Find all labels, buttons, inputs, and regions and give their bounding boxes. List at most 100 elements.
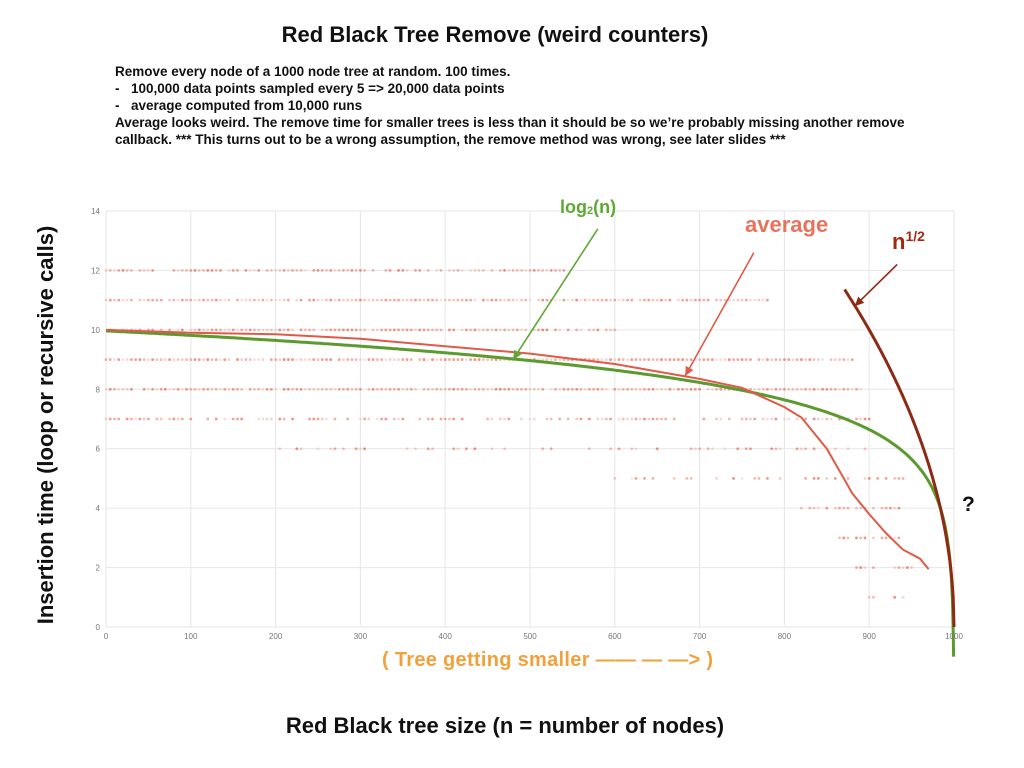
scatter-point <box>799 506 803 510</box>
scatter-point <box>121 358 125 361</box>
scatter-point <box>452 417 456 421</box>
scatter-point <box>698 358 701 361</box>
scatter-point <box>490 387 494 391</box>
sqrt-arrow-head <box>854 296 865 307</box>
scatter-point <box>816 506 820 510</box>
scatter-point <box>838 536 841 540</box>
scatter-point <box>431 447 434 451</box>
scatter-point <box>795 387 799 391</box>
scatter-point <box>337 358 341 361</box>
scatter-point <box>693 298 697 302</box>
scatter-point <box>248 328 252 332</box>
scatter-point <box>282 298 286 302</box>
annotation-arrows <box>512 228 898 377</box>
scatter-point <box>253 358 256 361</box>
scatter-point <box>460 328 464 332</box>
scatter-point <box>202 298 205 302</box>
scatter-point <box>214 298 218 302</box>
scatter-point <box>316 447 320 451</box>
scatter-point <box>142 269 146 272</box>
question-mark: ? <box>962 493 975 516</box>
scatter-point <box>702 298 706 302</box>
scatter-point <box>651 358 655 361</box>
scatter-point <box>168 328 172 332</box>
scatter-point <box>558 358 562 361</box>
scatter-point <box>651 417 655 421</box>
scatter-point <box>189 417 193 421</box>
scatter-point <box>545 358 549 361</box>
scatter-point <box>469 358 473 361</box>
scatter-point <box>507 328 511 332</box>
scatter-point <box>130 358 133 361</box>
scatter-point <box>507 417 511 421</box>
scatter-point <box>643 477 646 480</box>
scatter-point <box>753 417 757 421</box>
scatter-point <box>325 358 328 361</box>
scatter-point <box>494 358 498 361</box>
scatter-point <box>859 417 863 421</box>
scatter-point <box>604 358 608 361</box>
scatter-point <box>193 269 197 272</box>
scatter-point <box>261 328 265 332</box>
scatter-point <box>138 358 142 361</box>
scatter-point <box>138 298 142 302</box>
scatter-point <box>630 358 634 361</box>
scatter-point <box>223 358 227 361</box>
scatter-point <box>520 417 523 421</box>
scatter-point <box>541 298 545 302</box>
scatter-point <box>452 447 456 451</box>
scatter-point <box>253 328 256 332</box>
scatter-point <box>375 328 379 332</box>
scatter-point <box>804 358 807 361</box>
scatter-point <box>575 417 579 421</box>
scatter-point <box>346 298 350 302</box>
scatter-point <box>456 298 460 302</box>
notes-line: Average looks weird. The remove time for… <box>115 115 905 147</box>
scatter-point <box>104 298 108 302</box>
scatter-point <box>575 298 579 302</box>
scatter-point <box>766 417 769 421</box>
scatter-point <box>490 269 494 272</box>
scatter-point <box>723 298 727 302</box>
scatter-point <box>193 328 197 332</box>
scatter-point <box>541 358 545 361</box>
x-tick-label: 100 <box>184 632 198 641</box>
scatter-point <box>545 269 549 272</box>
scatter-point <box>189 328 193 332</box>
scatter-point <box>248 298 252 302</box>
scatter-point <box>299 447 303 451</box>
scatter-point <box>592 358 595 361</box>
scatter-point <box>600 358 604 361</box>
scatter-point <box>821 358 824 361</box>
scatter-point <box>384 387 388 391</box>
scatter-point <box>223 387 227 391</box>
scatter-point <box>736 358 740 361</box>
scatter-point <box>770 387 774 391</box>
scatter-point <box>414 298 417 302</box>
scatter-point <box>197 387 201 391</box>
scatter-point <box>380 387 383 391</box>
scatter-point <box>799 358 803 361</box>
scatter-point <box>816 387 820 391</box>
scatter-point <box>651 477 655 480</box>
scatter-point <box>901 477 905 480</box>
scatter-point <box>850 387 854 391</box>
scatter-point <box>910 566 913 569</box>
scatter-point <box>524 298 528 302</box>
scatter-point <box>342 328 345 332</box>
scatter-point <box>380 298 383 302</box>
scatter-point <box>392 358 396 361</box>
average-arrow <box>684 252 755 377</box>
scatter-point <box>257 269 261 272</box>
scatter-point <box>354 447 358 451</box>
scatter-point <box>261 387 265 391</box>
scatter-point <box>490 358 494 361</box>
scatter-point <box>142 358 146 361</box>
scatter-point <box>176 358 180 361</box>
scatter-point <box>905 566 909 569</box>
scatter-point <box>172 358 176 361</box>
scatter-point <box>426 298 430 302</box>
y-tick-label: 2 <box>96 564 101 573</box>
scatter-point <box>600 298 604 302</box>
